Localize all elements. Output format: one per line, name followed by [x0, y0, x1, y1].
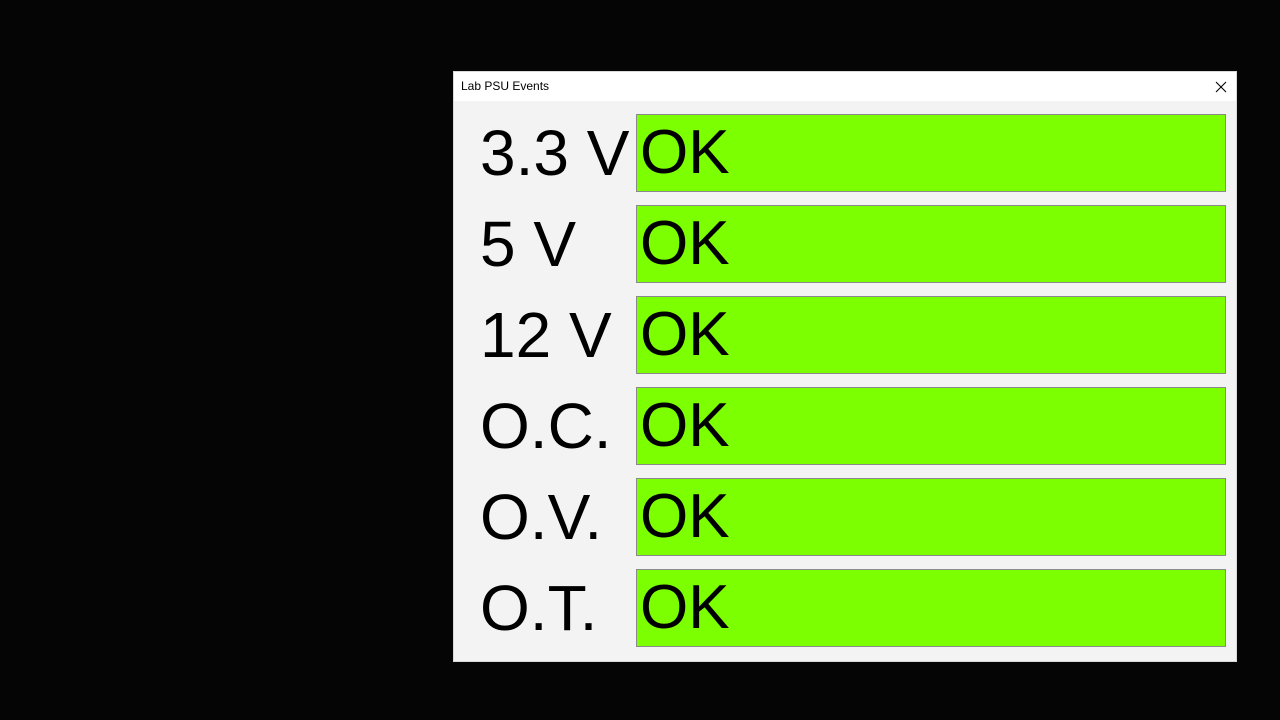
status-indicator-overtemperature: OK — [636, 569, 1226, 647]
fault-label-overcurrent: O.C. — [480, 390, 612, 462]
rail-label-3v3: 3.3 V — [480, 117, 630, 189]
status-indicator-5v: OK — [636, 205, 1226, 283]
rail-label-12v: 12 V — [480, 299, 612, 371]
status-indicator-3v3: OK — [636, 114, 1226, 192]
rail-label-5v: 5 V — [480, 208, 577, 280]
close-icon — [1215, 81, 1227, 92]
status-text-overcurrent: OK — [640, 391, 730, 460]
row-overtemperature: O.T. OK — [454, 569, 1236, 647]
row-3v3: 3.3 V OK — [454, 114, 1236, 192]
row-5v: 5 V OK — [454, 205, 1236, 283]
status-text-5v: OK — [640, 209, 730, 278]
status-text-3v3: OK — [640, 118, 730, 187]
close-button[interactable] — [1206, 72, 1236, 101]
status-indicator-overcurrent: OK — [636, 387, 1226, 465]
row-overvoltage: O.V. OK — [454, 478, 1236, 556]
status-indicator-overvoltage: OK — [636, 478, 1226, 556]
status-text-overtemperature: OK — [640, 573, 730, 642]
title-bar[interactable]: Lab PSU Events — [454, 72, 1236, 101]
window-title: Lab PSU Events — [461, 79, 550, 93]
row-overcurrent: O.C. OK — [454, 387, 1236, 465]
status-text-12v: OK — [640, 300, 730, 369]
row-12v: 12 V OK — [454, 296, 1236, 374]
status-indicator-12v: OK — [636, 296, 1226, 374]
fault-label-overtemperature: O.T. — [480, 572, 598, 644]
fault-label-overvoltage: O.V. — [480, 481, 603, 553]
psu-events-window: Lab PSU Events 3.3 V OK 5 V OK 12 V OK O… — [453, 71, 1237, 662]
status-text-overvoltage: OK — [640, 482, 730, 551]
